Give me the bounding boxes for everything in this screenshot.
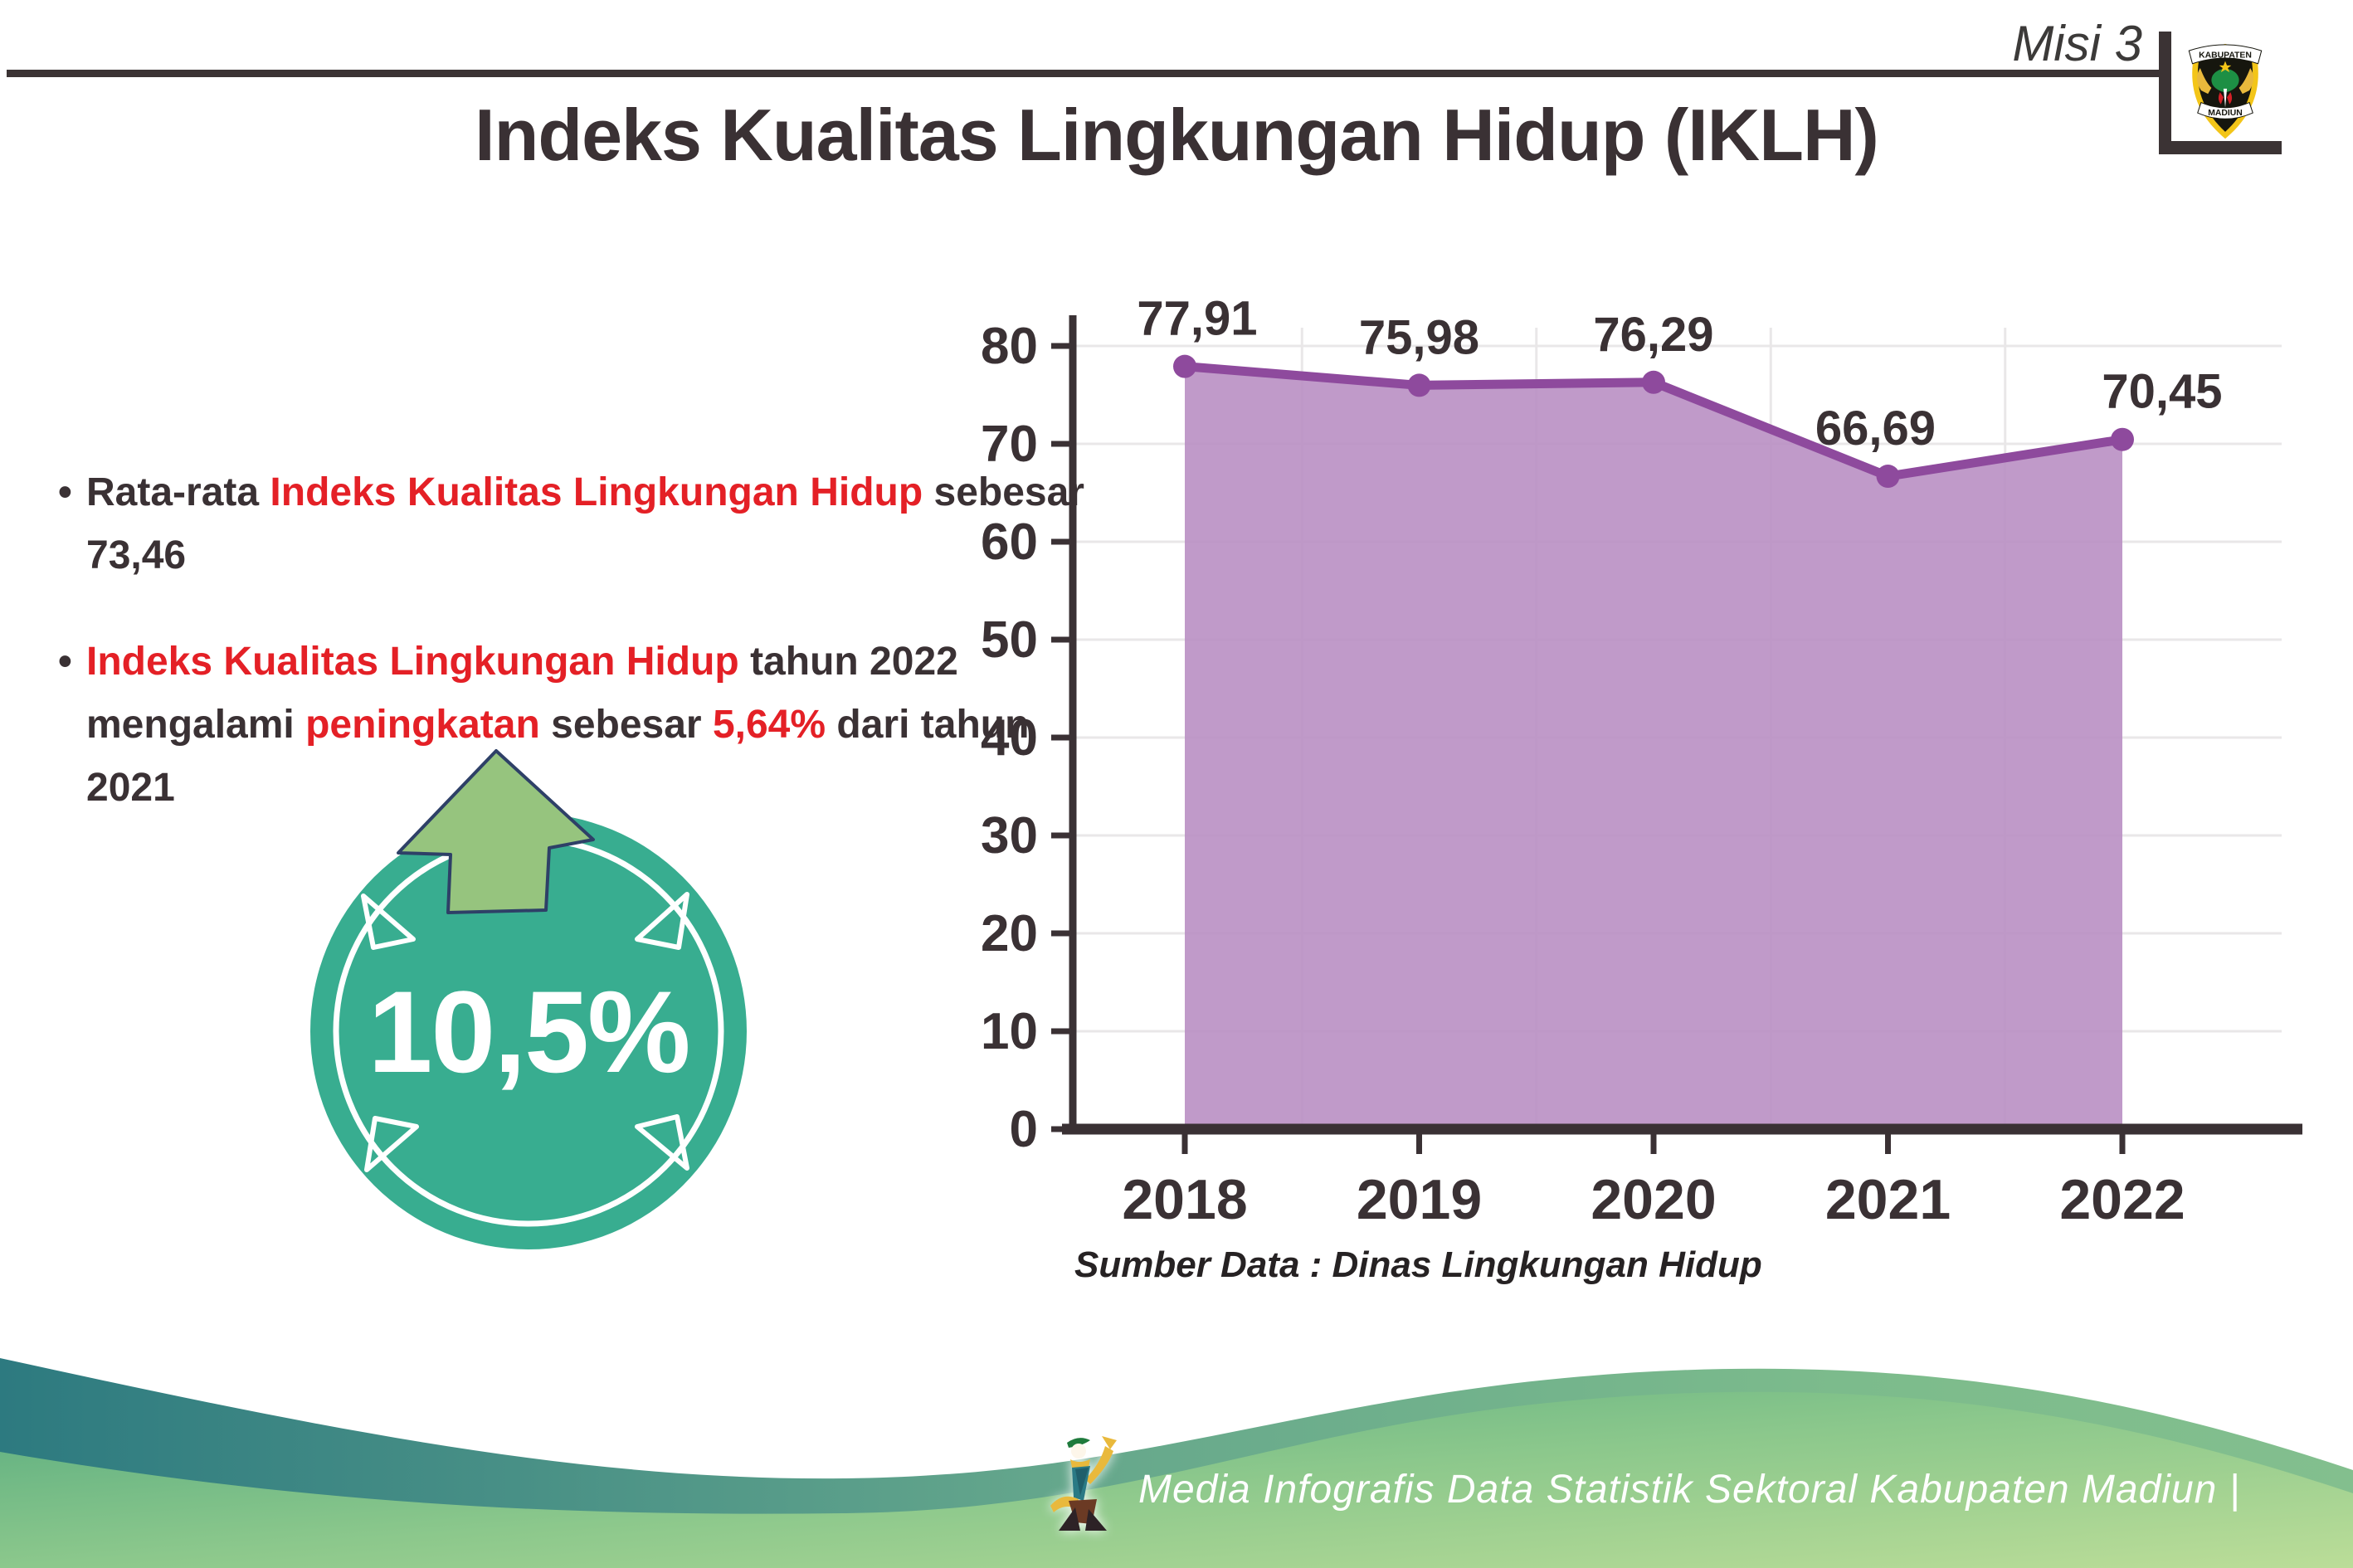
mascot-arm — [1085, 1446, 1113, 1484]
logo-bracket-horizontal — [2159, 141, 2282, 154]
x-tick-label: 2018 — [1122, 1168, 1247, 1231]
y-tick-label: 0 — [1010, 1101, 1038, 1158]
logo-tree-icon — [2211, 69, 2239, 92]
kabupaten-madiun-logo: KABUPATEN MADIUN — [2188, 43, 2263, 139]
bullet-item: • Indeks Kualitas Lingkungan Hidup tahun … — [58, 631, 1087, 820]
data-label: 77,91 — [1137, 292, 1257, 346]
logo-kris-icon — [2223, 88, 2228, 108]
badge-value: 10,5% — [368, 967, 689, 1097]
logo-bracket-vertical — [2159, 32, 2171, 154]
mascot-face — [1071, 1444, 1086, 1458]
y-tick-label: 60 — [981, 514, 1038, 571]
badge-spark-nw — [361, 894, 416, 950]
bullet-marker: • — [58, 470, 72, 514]
data-label: 76,29 — [1593, 308, 1713, 362]
statistics-mascot-icon — [1050, 1436, 1117, 1531]
logo-left-wing-icon — [2196, 67, 2212, 95]
area-fill — [1185, 366, 2122, 1129]
badge-circle — [310, 813, 747, 1249]
y-tick-label: 80 — [981, 318, 1038, 375]
y-tick-label: 30 — [981, 807, 1038, 864]
bullet-text-segment: sebesar — [539, 703, 713, 747]
data-label: 70,45 — [2102, 365, 2222, 419]
page-title: Indeks Kualitas Lingkungan Hidup (IKLH) — [475, 94, 1879, 176]
iklh-chart: 0 10 20 30 40 50 60 70 80 2018 2019 2020 2021 2022 77,… — [981, 292, 2302, 1231]
data-point — [1642, 370, 1665, 394]
bullet-text-segment: 5,64% — [712, 703, 826, 747]
y-tick-label: 40 — [981, 709, 1038, 767]
chart-source: Sumber Data : Dinas Lingkungan Hidup — [1074, 1244, 1762, 1285]
logo-bottom-banner — [2197, 101, 2253, 119]
logo-tree-canopy — [2214, 83, 2236, 93]
mascot-ribbon — [1050, 1496, 1079, 1512]
x-tick-label: 2019 — [1357, 1168, 1482, 1231]
data-label: 66,69 — [1815, 402, 1936, 455]
mascot-leg-right — [1085, 1509, 1107, 1531]
logo-bottom-banner-text: MADIUN — [2208, 109, 2243, 118]
key-findings-list: • Rata-rata Indeks Kualitas Lingkungan Hi… — [58, 461, 1087, 820]
data-point — [1173, 354, 1196, 378]
bullet-text-segment: Indeks Kualitas Lingkungan Hidup — [270, 470, 923, 514]
y-tick-label: 70 — [981, 416, 1038, 473]
increase-badge: 10,5% — [310, 749, 747, 1249]
data-point — [2111, 427, 2134, 451]
footer-band-light — [0, 1391, 2353, 1568]
up-arrow-icon — [397, 749, 595, 914]
x-tick-label: 2021 — [1825, 1168, 1951, 1231]
bullet-text-segment: peningkatan — [305, 703, 540, 747]
bullet-text-segment: tahun 2022 mengalami — [86, 640, 958, 747]
mascot-sash — [1075, 1468, 1089, 1496]
bullet-marker: • — [58, 640, 72, 684]
logo-right-wing-icon — [2239, 67, 2254, 95]
badge-spark-sw — [364, 1116, 419, 1172]
badge-spark-se — [635, 1114, 689, 1171]
footer-caption: Media Infografis Data Statistik Sektoral… — [1138, 1468, 2241, 1512]
badge-spark-ne — [635, 892, 689, 950]
mascot-beret — [1067, 1438, 1090, 1448]
logo-top-banner-text: KABUPATEN — [2199, 51, 2252, 60]
mascot-leg-left — [1059, 1507, 1080, 1531]
x-tick-label: 2022 — [2059, 1168, 2185, 1231]
header-rule — [7, 70, 2161, 77]
logo-flame-left — [2218, 92, 2224, 105]
bullet-text-segment: Indeks Kualitas Lingkungan Hidup — [86, 640, 739, 684]
bullet-text-segment: sebesar 73,46 — [86, 470, 1084, 577]
x-tick-label: 2020 — [1591, 1168, 1716, 1231]
data-point — [1407, 373, 1431, 397]
data-label: 75,98 — [1359, 310, 1479, 364]
y-tick-label: 10 — [981, 1003, 1038, 1060]
mascot-hand — [1102, 1436, 1117, 1449]
data-point — [1876, 465, 1900, 489]
bullet-text-segment: dari tahun 2021 — [86, 703, 1030, 810]
y-tick-label: 50 — [981, 611, 1038, 669]
logo-star-icon — [2219, 61, 2232, 73]
bullet-text-segment: Rata-rata — [86, 470, 270, 514]
logo-flame-right — [2227, 92, 2233, 105]
misi-label: Misi 3 — [2012, 16, 2142, 71]
footer-wave — [0, 1358, 2353, 1568]
logo-top-banner — [2188, 44, 2263, 65]
bullet-item: • Rata-rata Indeks Kualitas Lingkungan Hi… — [58, 461, 1087, 587]
y-tick-label: 20 — [981, 905, 1038, 962]
